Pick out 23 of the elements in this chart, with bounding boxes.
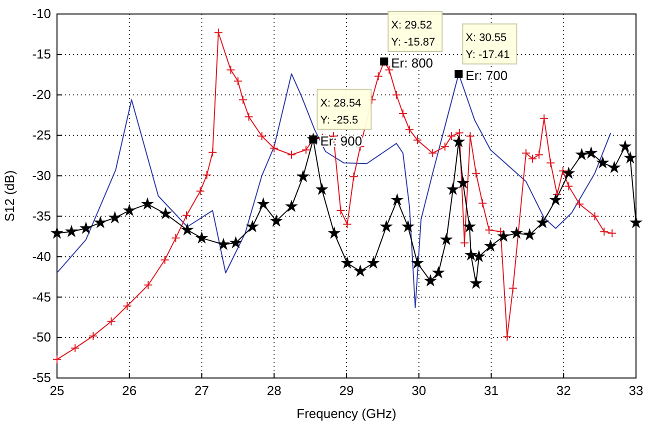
x-tick-label: 33 [628,383,644,398]
annotation: X: 30.55 Y: -17.41 Er: 700 [466,32,510,83]
y-tick-label: -10 [32,6,51,22]
y-axis-title: S12 (dB) [2,170,17,222]
y-tick-label: -45 [32,289,51,304]
x-axis-title: Frequency (GHz) [296,406,396,421]
x-tick-label: 25 [50,383,64,398]
annotation: X: 29.52 Y: -15.87 Er: 800 [391,19,436,70]
x-tick-label: 32 [556,383,571,398]
x-tick-label: 29 [339,383,354,398]
y-tick-label: -15 [32,46,51,62]
y-tick-label: -40 [32,248,51,264]
x-tick-label: 31 [484,383,498,398]
y-tick-label: -25 [32,127,51,142]
y-tick-label: -50 [32,330,51,345]
y-tick-label: -55 [32,370,51,386]
x-tick-label: 27 [194,383,209,398]
x-tick-label: 28 [266,383,282,398]
x-tick-label: 26 [122,383,137,398]
y-tick-label: -30 [32,168,51,183]
y-tick-label: -35 [32,208,51,224]
y-tick-label: -20 [32,87,51,102]
x-tick-label: 30 [412,383,426,398]
